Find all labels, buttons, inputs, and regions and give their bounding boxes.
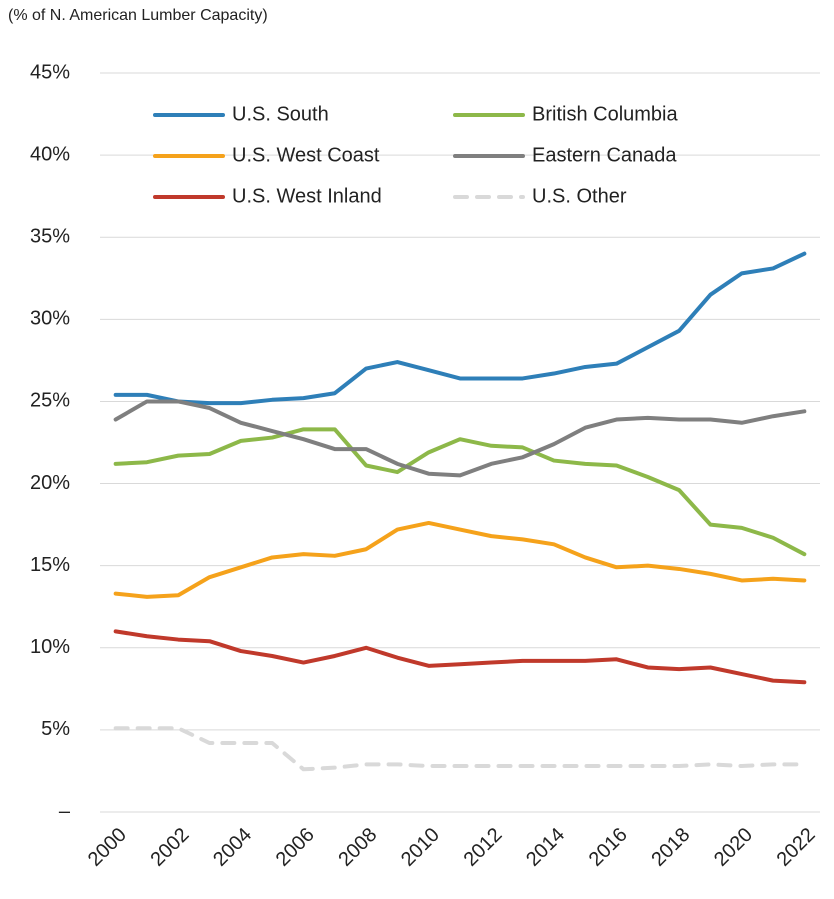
legend-label: British Columbia [532,103,678,125]
x-tick-label: 2020 [710,824,757,871]
x-tick-label: 2000 [84,824,131,871]
series-line [113,427,807,557]
y-tick-label: 10% [30,636,70,658]
x-tick-label: 2016 [585,824,632,871]
x-tick-label: 2022 [773,824,820,871]
x-tick-label: 2004 [209,824,256,871]
x-tick-label: 2010 [397,824,444,871]
x-tick-label: 2012 [460,824,507,871]
legend-label: U.S. West Inland [232,185,382,207]
legend-label: Eastern Canada [532,144,677,166]
y-tick-label: 5% [41,718,70,740]
legend-label: U.S. Other [532,185,627,207]
series-line [113,251,807,406]
x-tick-label: 2002 [147,824,194,871]
x-tick-label: 2014 [522,824,569,871]
x-tick-label: 2006 [272,824,319,871]
series-line [113,629,807,685]
y-tick-label: – [59,800,71,822]
y-tick-label: 30% [30,308,70,330]
legend-label: U.S. West Coast [232,144,380,166]
x-tick-label: 2018 [647,824,694,871]
series-line [113,726,807,772]
y-tick-label: 25% [30,390,70,412]
y-axis-title: (% of N. American Lumber Capacity) [8,7,268,24]
y-tick-label: 40% [30,143,70,165]
series-line [113,520,807,599]
y-tick-label: 45% [30,61,70,83]
y-tick-label: 35% [30,226,70,248]
y-tick-label: 15% [30,554,70,576]
y-tick-label: 20% [30,472,70,494]
series-line [113,399,807,478]
legend-label: U.S. South [232,103,329,125]
x-tick-label: 2008 [334,824,381,871]
